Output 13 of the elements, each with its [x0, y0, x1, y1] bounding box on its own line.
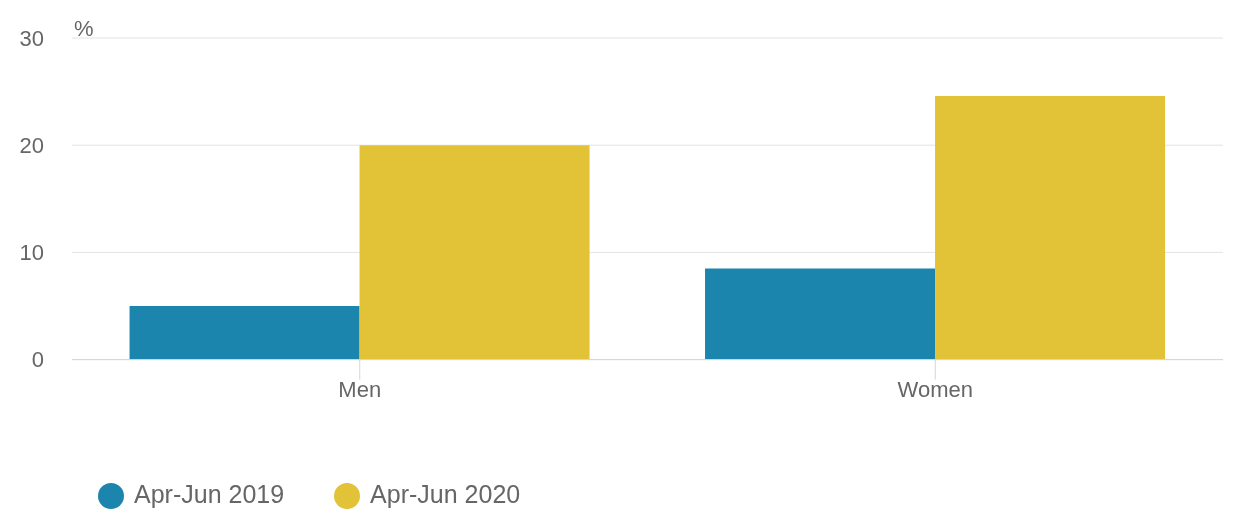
legend-label: Apr-Jun 2019	[134, 479, 285, 508]
bar	[129, 306, 360, 360]
x-tick-label: Women	[897, 377, 973, 403]
x-tick-label: Men	[338, 377, 382, 403]
y-axis-title: %	[74, 16, 94, 42]
y-tick-label: 10	[19, 240, 44, 266]
bar	[935, 95, 1166, 360]
y-tick-label: 20	[19, 133, 44, 159]
y-tick-label: 30	[19, 25, 44, 51]
bar	[705, 268, 936, 360]
bar	[359, 145, 590, 360]
y-tick-label: 0	[31, 347, 44, 373]
legend-label: Apr-Jun 2020	[370, 479, 521, 508]
